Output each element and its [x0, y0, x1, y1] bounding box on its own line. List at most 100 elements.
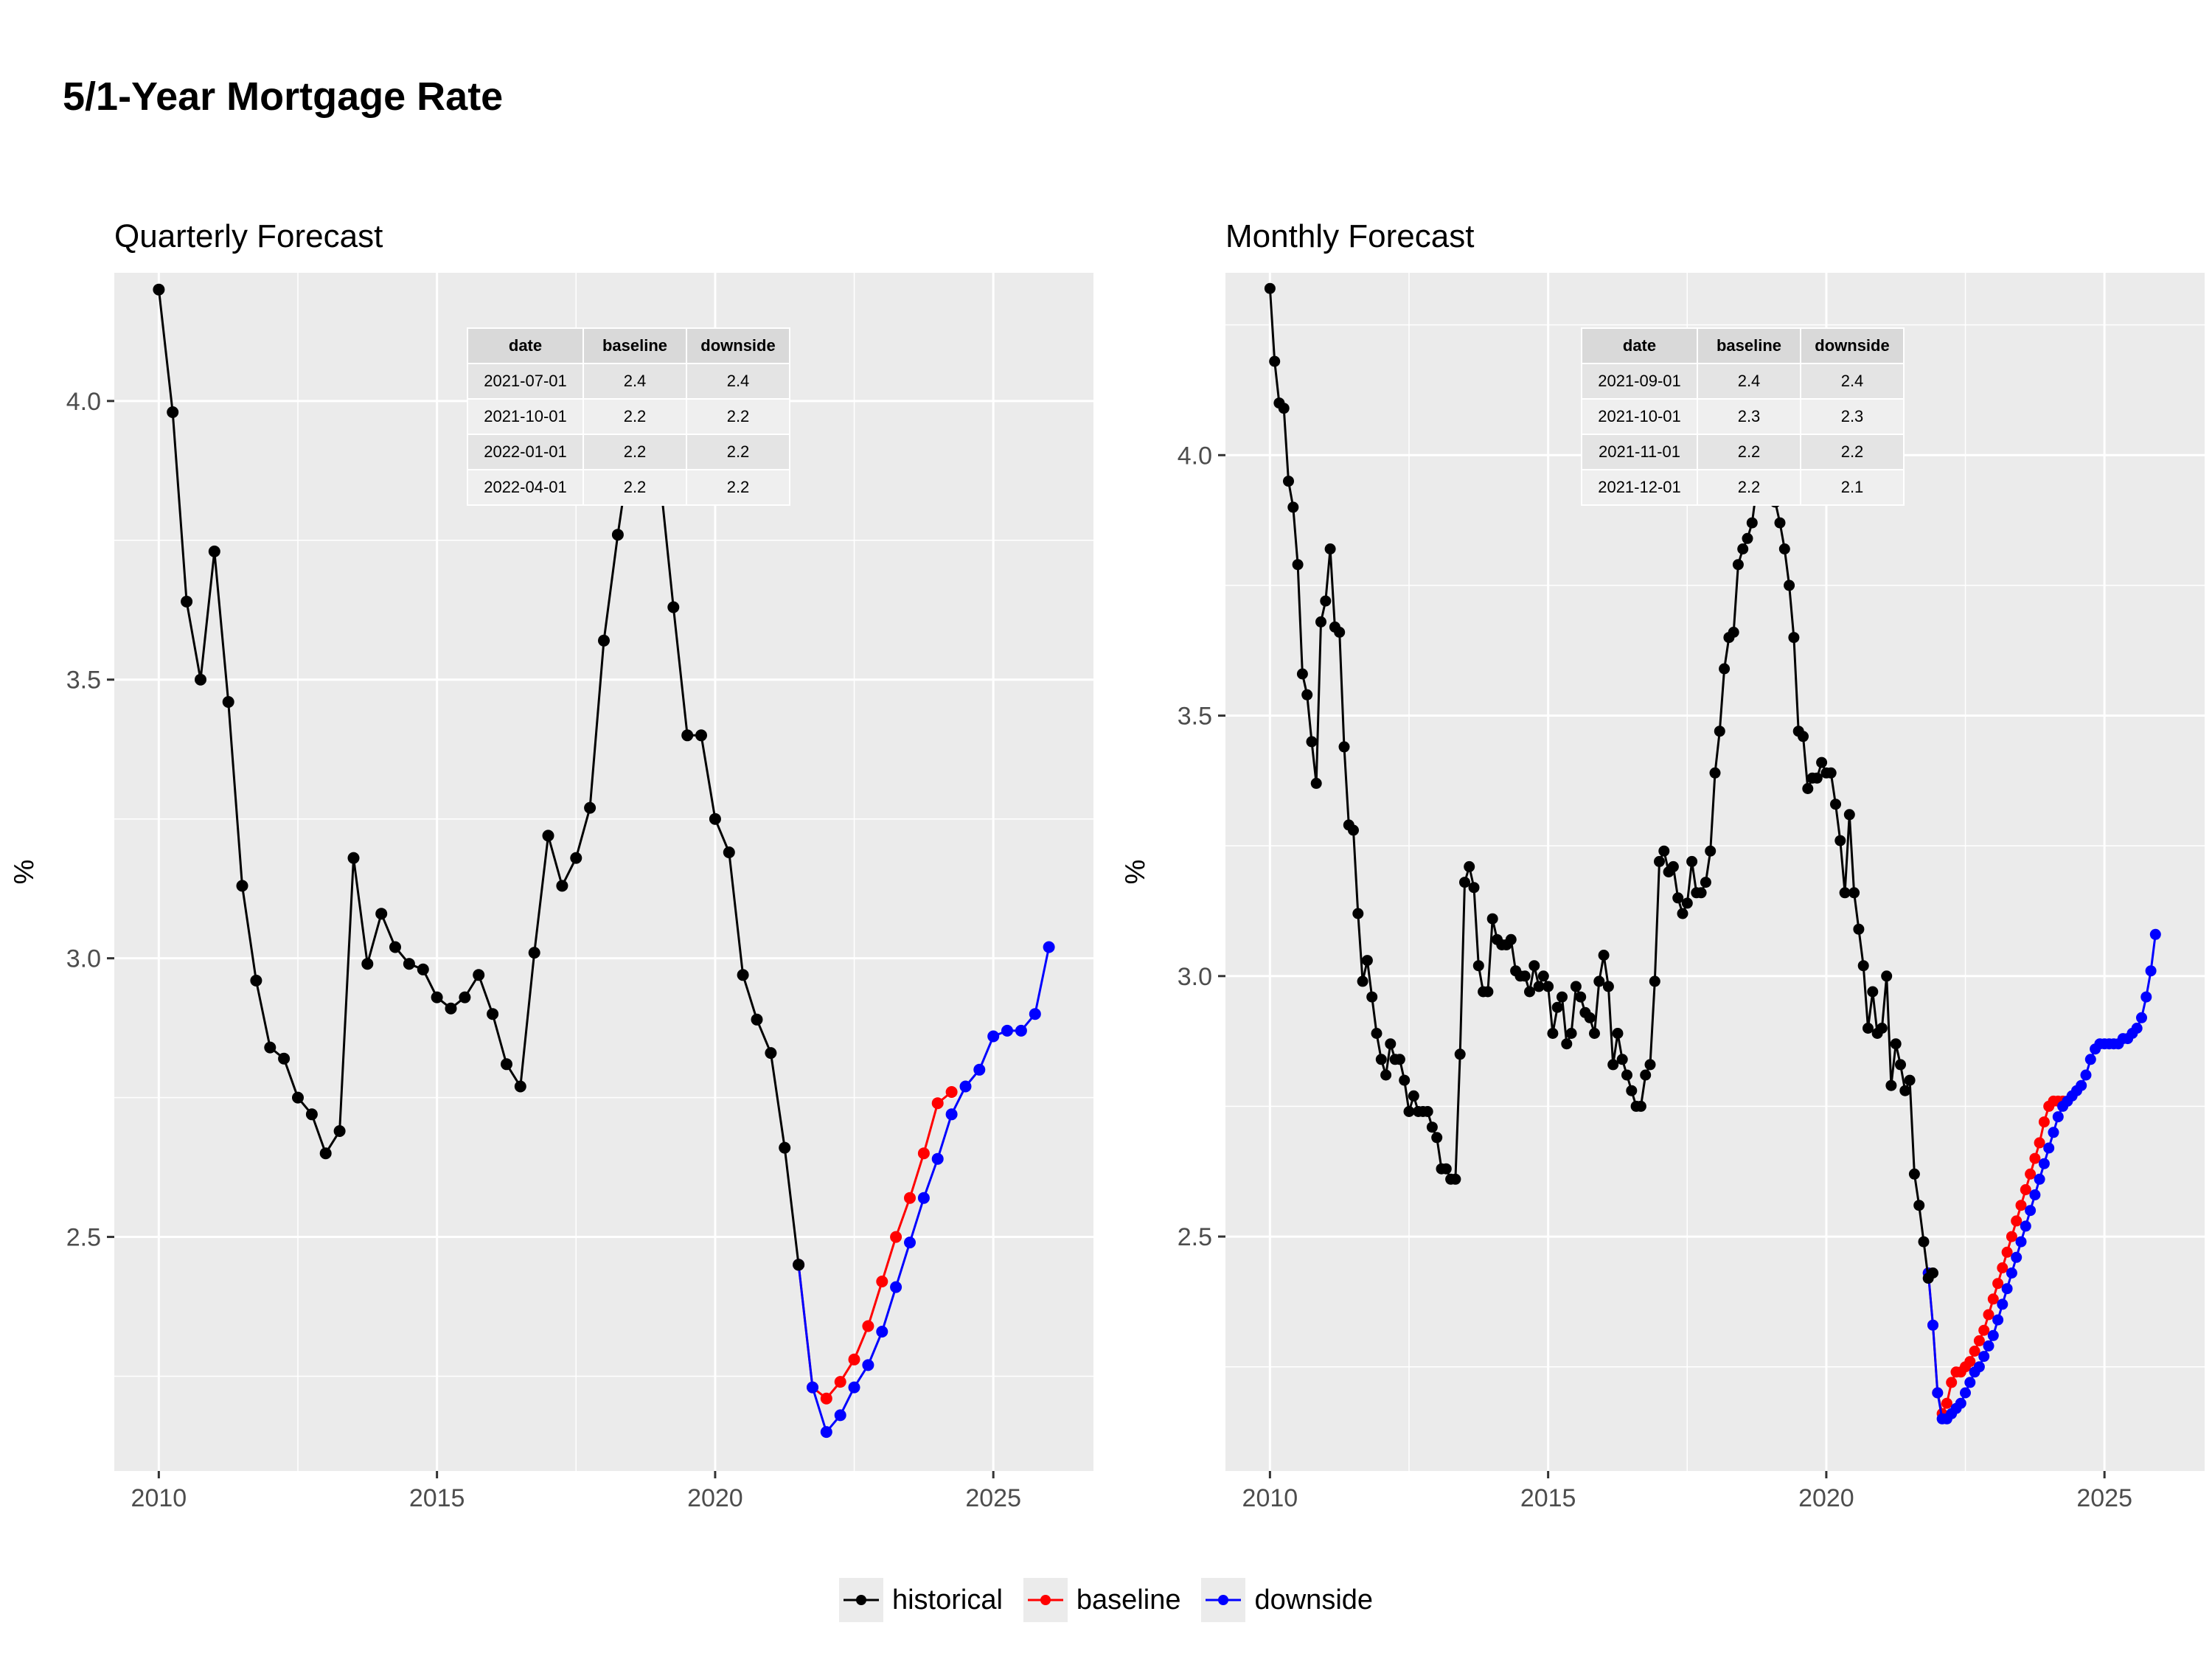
data-point-historical: [1278, 403, 1290, 414]
data-point-historical: [1728, 627, 1739, 638]
table-cell: 2.2: [1697, 469, 1801, 506]
data-point-baseline: [1987, 1293, 1999, 1305]
data-point-historical: [1537, 970, 1549, 982]
data-point-historical: [1802, 783, 1814, 794]
data-point-downside: [1927, 1319, 1938, 1331]
data-point-baseline: [1992, 1278, 2004, 1290]
data-point-historical: [1459, 877, 1470, 888]
data-point-historical: [1830, 799, 1841, 810]
data-point-historical: [1505, 933, 1517, 945]
data-point-historical: [1811, 772, 1823, 784]
data-point-baseline: [2015, 1200, 2027, 1211]
data-point-historical: [1440, 1163, 1452, 1175]
data-point-downside: [2084, 1054, 2096, 1065]
y-tick-label: 4.0: [66, 388, 101, 416]
table-cell: 2021-07-01: [467, 363, 584, 400]
data-point-downside: [2006, 1267, 2017, 1279]
legend-item-historical[interactable]: historical: [838, 1578, 1003, 1622]
legend-label-historical: historical: [891, 1584, 1003, 1615]
data-point-baseline: [2029, 1152, 2041, 1164]
data-point-historical: [1737, 543, 1749, 554]
legend-item-downside[interactable]: downside: [1201, 1578, 1373, 1622]
data-point-downside: [917, 1192, 930, 1204]
data-point-historical: [1464, 860, 1475, 872]
data-point-historical: [1927, 1267, 1938, 1279]
data-point-downside: [1015, 1024, 1027, 1037]
data-point-downside: [987, 1030, 1000, 1043]
data-point-historical: [305, 1108, 318, 1121]
table-cell: 2021-11-01: [1581, 434, 1698, 470]
data-point-downside: [2029, 1189, 2041, 1200]
data-point-downside: [2038, 1158, 2050, 1169]
data-point-downside: [1960, 1387, 1971, 1399]
data-point-historical: [487, 1008, 499, 1020]
monthly-forecast-table: date baseline downside 2021-09-01 2.4 2.4 2021…: [1581, 327, 1905, 506]
data-point-historical: [514, 1080, 526, 1093]
data-point-downside: [1978, 1351, 1990, 1363]
data-point-historical: [1320, 595, 1332, 607]
data-point-baseline: [862, 1320, 874, 1332]
data-point-historical: [1264, 282, 1276, 294]
table-cell: 2.2: [1800, 434, 1905, 470]
data-point-downside: [2052, 1111, 2064, 1123]
data-point-historical: [1742, 532, 1753, 544]
table-cell: 2.2: [686, 469, 790, 506]
data-point-downside: [1983, 1340, 1994, 1352]
data-point-historical: [1904, 1074, 1916, 1086]
data-point-historical: [1486, 913, 1498, 925]
data-point-historical: [1778, 543, 1790, 554]
data-point-historical: [695, 729, 707, 742]
table-header-cell: downside: [1800, 327, 1905, 364]
data-point-historical: [333, 1125, 346, 1137]
data-point-downside: [2048, 1127, 2059, 1138]
y-tick-label: 3.5: [66, 667, 101, 695]
table-row: 2022-01-01 2.2 2.2: [467, 434, 790, 470]
data-point-historical: [1296, 668, 1308, 680]
data-point-historical: [1292, 559, 1304, 571]
data-point-historical: [1890, 1038, 1902, 1050]
y-tick-label: 3.0: [1178, 963, 1212, 991]
data-point-historical: [1857, 960, 1869, 972]
data-point-downside: [2011, 1251, 2023, 1263]
table-row: 2021-10-01 2.3 2.3: [1581, 398, 1905, 435]
table-row: 2021-11-01 2.2 2.2: [1581, 434, 1905, 470]
data-point-historical: [1519, 970, 1531, 982]
chart-title: Monthly Forecast: [1225, 218, 1474, 254]
table-cell: 2.2: [582, 434, 687, 470]
data-point-historical: [793, 1259, 805, 1271]
data-point-historical: [1788, 632, 1800, 644]
data-point-historical: [459, 991, 471, 1004]
table-cell: 2.2: [582, 469, 687, 506]
data-point-historical: [1375, 1054, 1387, 1065]
data-point-historical: [1602, 981, 1614, 992]
data-point-historical: [1551, 1001, 1563, 1013]
data-point-historical: [375, 908, 388, 920]
table-cell: 2021-12-01: [1581, 469, 1698, 506]
data-point-downside: [931, 1152, 944, 1165]
data-point-historical: [598, 634, 610, 647]
data-point-historical: [1658, 845, 1670, 857]
data-point-historical: [1899, 1085, 1911, 1096]
data-point-downside: [1964, 1377, 1976, 1388]
data-point-historical: [431, 991, 443, 1004]
data-point-historical: [195, 673, 206, 686]
legend-item-baseline[interactable]: baseline: [1023, 1578, 1180, 1622]
data-point-historical: [1719, 663, 1731, 675]
table-row: 2021-12-01 2.2 2.1: [1581, 469, 1905, 506]
data-point-historical: [1315, 616, 1326, 627]
data-point-historical: [222, 696, 234, 708]
table-cell: 2.2: [582, 398, 687, 435]
data-point-historical: [181, 595, 193, 608]
data-point-historical: [417, 963, 429, 975]
table-header-cell: baseline: [582, 327, 687, 364]
data-point-historical: [1834, 835, 1846, 846]
x-tick-label: 2015: [1520, 1484, 1576, 1512]
y-tick-label: 4.0: [1178, 442, 1212, 470]
table-header-cell: baseline: [1697, 327, 1801, 364]
data-point-historical: [1848, 887, 1860, 899]
data-point-downside: [848, 1381, 860, 1394]
data-point-downside: [904, 1237, 916, 1249]
data-point-historical: [528, 947, 540, 959]
data-point-historical: [1863, 1023, 1874, 1034]
data-point-historical: [1570, 981, 1582, 992]
